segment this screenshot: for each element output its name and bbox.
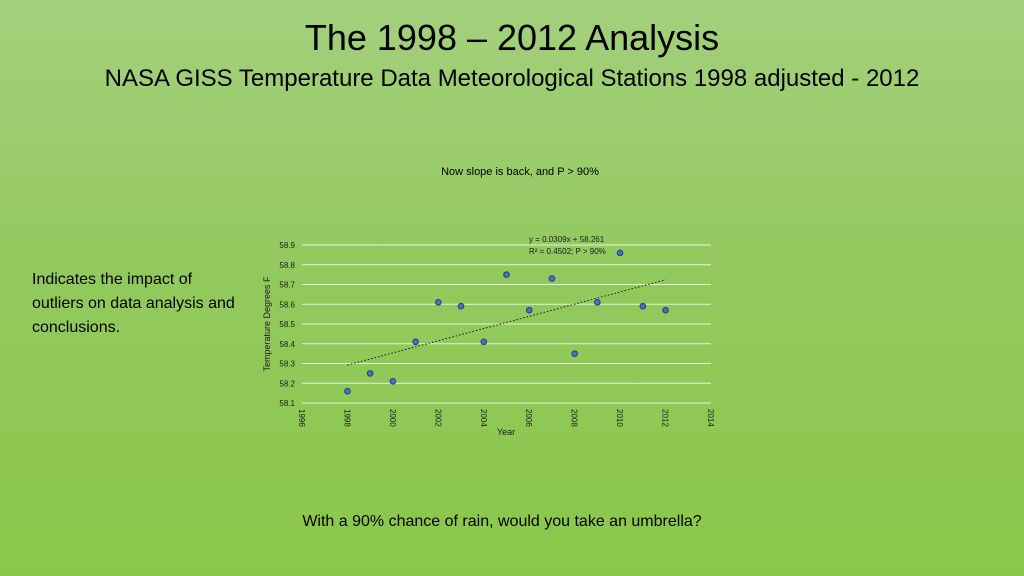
y-tick-label: 58.4: [279, 340, 295, 349]
x-tick-label: 1998: [342, 409, 351, 427]
chart-title: Now slope is back, and P > 90%: [441, 166, 599, 178]
data-point: [435, 298, 442, 306]
data-point: [548, 275, 556, 282]
bottom-question: With a 90% chance of rain, would you tak…: [302, 513, 702, 530]
data-point: [503, 271, 510, 278]
data-point: [389, 377, 397, 385]
y-tick-label: 58.8: [279, 261, 295, 270]
x-tick-label: 2014: [706, 409, 715, 427]
y-tick-label: 58.2: [279, 379, 295, 388]
x-tick-label: 2006: [524, 409, 533, 427]
y-axis-label: Temperature Degrees F: [262, 276, 272, 372]
x-axis-label: Year: [497, 427, 515, 437]
y-tick-label: 58.9: [279, 241, 295, 250]
slide-title: The 1998 – 2012 Analysis: [304, 17, 720, 58]
y-tick-label: 58.3: [279, 360, 295, 369]
y-tick-label: 58.6: [279, 300, 295, 309]
data-point: [525, 306, 533, 314]
x-tick-label: 2010: [615, 409, 624, 427]
data-point: [344, 387, 351, 395]
x-tick-label: 2004: [479, 409, 488, 427]
x-tick-label: 1996: [297, 409, 306, 427]
slide-subtitle: NASA GISS Temperature Data Meteorologica…: [104, 65, 920, 92]
trendline: [347, 279, 666, 366]
data-point: [662, 306, 669, 314]
x-tick-label: 2012: [661, 409, 670, 427]
data-point: [639, 302, 647, 310]
y-tick-label: 58.1: [279, 399, 295, 408]
trendline-equation: y = 0.0309x + 58.261: [529, 235, 605, 244]
x-tick-label: 2000: [388, 409, 397, 427]
data-point: [616, 249, 624, 257]
trendline-r2: R² = 0.4502; P > 90%: [529, 247, 606, 256]
x-tick-label: 2008: [570, 409, 579, 427]
data-point: [571, 350, 578, 357]
side-note: Indicates the impact of outliers on data…: [32, 271, 235, 336]
y-tick-label: 58.5: [279, 320, 295, 329]
data-point: [457, 302, 465, 310]
y-tick-label: 58.7: [279, 281, 295, 290]
data-point: [594, 298, 601, 306]
x-tick-label: 2002: [433, 409, 442, 427]
data-point: [480, 338, 488, 346]
data-point: [366, 370, 374, 377]
data-point: [412, 338, 419, 346]
